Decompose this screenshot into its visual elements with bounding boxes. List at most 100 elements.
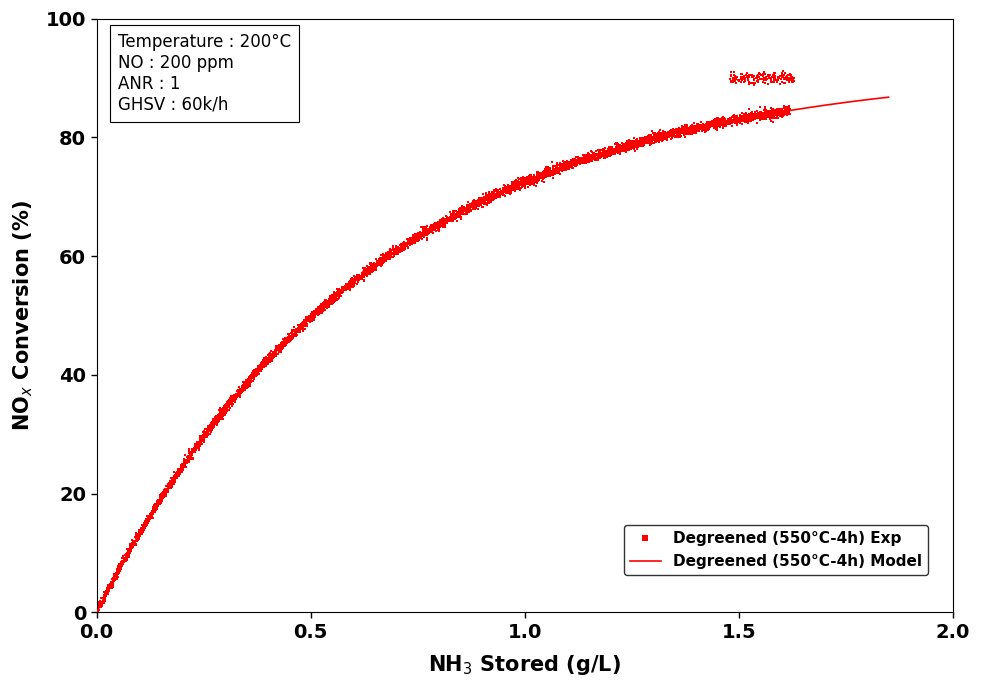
Degreened (550°C-4h) Exp	[741, 115, 756, 126]
Degreened (550°C-4h) Exp	[733, 114, 749, 125]
Degreened (550°C-4h) Exp	[278, 340, 293, 351]
Degreened (550°C-4h) Exp	[640, 135, 655, 146]
Degreened (550°C-4h) Exp	[372, 257, 387, 268]
Degreened (550°C-4h) Exp	[337, 284, 353, 295]
Degreened (550°C-4h) Exp	[341, 283, 357, 294]
Degreened (550°C-4h) Exp	[755, 72, 771, 83]
Degreened (550°C-4h) Exp	[678, 124, 694, 135]
Degreened (550°C-4h) Exp	[629, 139, 645, 150]
Degreened (550°C-4h) Exp	[156, 486, 172, 497]
Degreened (550°C-4h) Exp	[182, 451, 198, 462]
Degreened (550°C-4h) Exp	[603, 147, 619, 158]
Degreened (550°C-4h) Exp	[728, 74, 744, 85]
Degreened (550°C-4h) Exp	[749, 69, 765, 80]
Degreened (550°C-4h) Exp	[242, 374, 258, 385]
Degreened (550°C-4h) Exp	[143, 510, 159, 522]
Degreened (550°C-4h) Exp	[717, 114, 733, 125]
Degreened (550°C-4h) Exp	[619, 141, 635, 152]
Degreened (550°C-4h) Exp	[727, 112, 743, 123]
Degreened (550°C-4h) Exp	[588, 149, 603, 160]
Degreened (550°C-4h) Exp	[264, 352, 280, 363]
Degreened (550°C-4h) Exp	[615, 139, 631, 150]
Degreened (550°C-4h) Exp	[285, 328, 301, 339]
Degreened (550°C-4h) Exp	[721, 118, 737, 129]
Degreened (550°C-4h) Exp	[674, 124, 690, 135]
Degreened (550°C-4h) Exp	[651, 127, 667, 138]
Degreened (550°C-4h) Exp	[110, 572, 126, 583]
Degreened (550°C-4h) Exp	[216, 408, 232, 419]
Degreened (550°C-4h) Exp	[783, 73, 799, 84]
Degreened (550°C-4h) Exp	[107, 572, 123, 583]
Degreened (550°C-4h) Exp	[500, 184, 516, 195]
Degreened (550°C-4h) Exp	[311, 309, 327, 320]
Degreened (550°C-4h) Exp	[593, 147, 608, 158]
Degreened (550°C-4h) Exp	[777, 108, 793, 119]
Degreened (550°C-4h) Exp	[298, 320, 314, 331]
Degreened (550°C-4h) Exp	[220, 398, 235, 409]
Degreened (550°C-4h) Exp	[279, 332, 294, 343]
Degreened (550°C-4h) Exp	[679, 127, 695, 138]
Degreened (550°C-4h) Exp	[547, 167, 563, 178]
Degreened (550°C-4h) Exp	[376, 255, 391, 266]
Degreened (550°C-4h) Exp	[281, 332, 296, 343]
Degreened (550°C-4h) Exp	[521, 175, 537, 186]
Degreened (550°C-4h) Exp	[379, 250, 394, 261]
Degreened (550°C-4h) Exp	[332, 288, 347, 299]
Degreened (550°C-4h) Exp	[732, 116, 748, 127]
Degreened (550°C-4h) Exp	[715, 120, 731, 131]
Degreened (550°C-4h) Exp	[678, 128, 694, 139]
Degreened (550°C-4h) Exp	[724, 114, 740, 125]
Degreened (550°C-4h) Exp	[568, 155, 584, 166]
Degreened (550°C-4h) Exp	[93, 596, 109, 607]
Degreened (550°C-4h) Exp	[697, 121, 712, 132]
Degreened (550°C-4h) Exp	[125, 539, 140, 550]
Degreened (550°C-4h) Exp	[232, 387, 248, 398]
Degreened (550°C-4h) Exp	[309, 305, 325, 316]
Degreened (550°C-4h) Exp	[585, 155, 600, 166]
Degreened (550°C-4h) Exp	[480, 192, 495, 203]
Degreened (550°C-4h) Exp	[316, 297, 332, 308]
Degreened (550°C-4h) Exp	[316, 305, 332, 316]
Degreened (550°C-4h) Exp	[699, 125, 715, 136]
Degreened (550°C-4h) Exp	[295, 316, 311, 327]
Degreened (550°C-4h) Exp	[590, 149, 605, 160]
Degreened (550°C-4h) Exp	[153, 492, 169, 503]
Degreened (550°C-4h) Exp	[696, 122, 711, 133]
Degreened (550°C-4h) Exp	[514, 175, 530, 186]
Degreened (550°C-4h) Exp	[200, 420, 216, 431]
Degreened (550°C-4h) Exp	[606, 143, 622, 154]
Degreened (550°C-4h) Exp	[373, 257, 388, 268]
Degreened (550°C-4h) Exp	[631, 138, 646, 149]
Degreened (550°C-4h) Exp	[515, 178, 531, 189]
Degreened (550°C-4h) Exp	[670, 129, 686, 140]
Degreened (550°C-4h) Exp	[555, 163, 571, 174]
Degreened (550°C-4h) Exp	[327, 295, 342, 306]
Degreened (550°C-4h) Exp	[534, 171, 549, 182]
Degreened (550°C-4h) Exp	[140, 515, 156, 526]
Degreened (550°C-4h) Exp	[364, 264, 380, 275]
Degreened (550°C-4h) Exp	[163, 476, 179, 487]
Degreened (550°C-4h) Exp	[338, 282, 354, 293]
Degreened (550°C-4h) Exp	[467, 200, 483, 211]
Degreened (550°C-4h) Exp	[153, 489, 169, 500]
Degreened (550°C-4h) Exp	[461, 200, 477, 211]
Degreened (550°C-4h) Exp	[774, 106, 790, 117]
Degreened (550°C-4h) Exp	[272, 340, 287, 351]
Degreened (550°C-4h) Exp	[374, 250, 389, 261]
Degreened (550°C-4h) Exp	[131, 527, 147, 538]
Degreened (550°C-4h) Exp	[170, 471, 185, 482]
Degreened (550°C-4h) Exp	[510, 181, 526, 192]
Degreened (550°C-4h) Exp	[546, 168, 562, 179]
Degreened (550°C-4h) Exp	[162, 483, 178, 494]
Degreened (550°C-4h) Exp	[585, 151, 600, 162]
Degreened (550°C-4h) Exp	[655, 133, 671, 144]
Degreened (550°C-4h) Exp	[611, 145, 627, 156]
Degreened (550°C-4h) Exp	[756, 105, 772, 116]
Degreened (550°C-4h) Exp	[284, 332, 299, 343]
Degreened (550°C-4h) Exp	[767, 70, 783, 81]
Degreened (550°C-4h) Exp	[746, 113, 761, 124]
Degreened (550°C-4h) Exp	[635, 137, 650, 148]
Degreened (550°C-4h) Exp	[196, 429, 212, 440]
Degreened (550°C-4h) Exp	[442, 211, 458, 222]
Degreened (550°C-4h) Exp	[715, 116, 731, 127]
